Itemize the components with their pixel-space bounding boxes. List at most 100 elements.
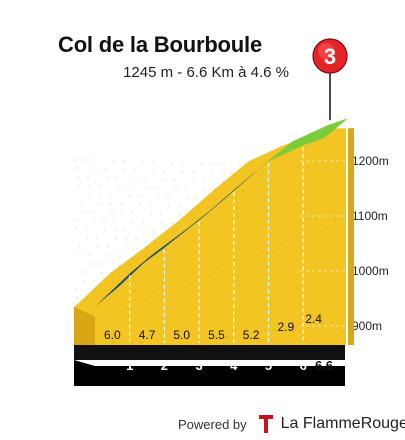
ground-texture-dot bbox=[327, 296, 329, 298]
ground-texture-dot bbox=[113, 160, 115, 162]
ground-texture-dot bbox=[195, 318, 197, 320]
ground-texture-dot bbox=[156, 187, 158, 189]
ground-texture-dot bbox=[139, 204, 141, 206]
ground-texture-dot bbox=[248, 225, 250, 227]
ground-texture-dot bbox=[137, 316, 139, 318]
ground-texture-dot bbox=[176, 257, 178, 259]
ground-texture-dot bbox=[200, 163, 202, 165]
brand-name-right: Rouge bbox=[360, 415, 405, 432]
ground-texture-dot bbox=[74, 159, 76, 161]
ground-texture-dot bbox=[203, 180, 205, 182]
ground-texture-dot bbox=[289, 304, 291, 306]
ground-texture-dot bbox=[119, 264, 121, 266]
distance-tick-label: 6 bbox=[300, 358, 307, 373]
ground-texture-dot bbox=[243, 190, 245, 192]
ground-texture-dot bbox=[112, 281, 114, 283]
ground-texture-dot bbox=[300, 183, 302, 185]
ground-texture-dot bbox=[183, 300, 185, 302]
ground-texture-dot bbox=[335, 288, 337, 290]
ground-texture-dot bbox=[186, 197, 188, 199]
ground-texture-dot bbox=[291, 252, 293, 254]
ground-texture-dot bbox=[78, 185, 80, 187]
elevation-tick-label: 1000m bbox=[352, 264, 389, 278]
distance-tick-label: 3 bbox=[195, 358, 202, 373]
ground-texture-dot bbox=[138, 325, 140, 327]
ground-texture-dot bbox=[193, 240, 195, 242]
ground-texture-dot bbox=[168, 265, 170, 267]
ground-texture-dot bbox=[187, 266, 189, 268]
ground-texture-dot bbox=[239, 164, 241, 166]
ground-texture-dot bbox=[297, 226, 299, 228]
ground-texture-dot bbox=[245, 268, 247, 270]
ground-texture-dot bbox=[123, 160, 125, 162]
ground-texture-dot bbox=[77, 176, 79, 178]
ground-texture-dot bbox=[172, 231, 174, 233]
ground-texture-dot bbox=[334, 219, 336, 221]
ground-texture-dot bbox=[94, 289, 96, 291]
ground-texture-dot bbox=[240, 233, 242, 235]
ground-texture-dot bbox=[181, 162, 183, 164]
ground-texture-dot bbox=[87, 306, 89, 308]
ground-texture-dot bbox=[206, 327, 208, 329]
ground-texture-dot bbox=[208, 215, 210, 217]
ground-texture-dot bbox=[89, 194, 91, 196]
ground-texture-dot bbox=[204, 189, 206, 191]
ground-texture-dot bbox=[130, 333, 132, 335]
ground-texture-dot bbox=[211, 232, 213, 234]
ground-texture-dot bbox=[154, 239, 156, 241]
ground-texture-dot bbox=[119, 324, 121, 326]
ground-texture-dot bbox=[288, 295, 290, 297]
ground-texture-dot bbox=[124, 169, 126, 171]
distance-tick-label: 6.6 bbox=[315, 358, 333, 373]
ground-texture-dot bbox=[311, 192, 313, 194]
ground-texture-dot bbox=[286, 217, 288, 219]
ground-texture-dot bbox=[162, 291, 164, 293]
ground-texture-dot bbox=[171, 162, 173, 164]
ground-texture-dot bbox=[197, 266, 199, 268]
ground-texture-dot bbox=[265, 208, 267, 210]
ground-texture-dot bbox=[98, 185, 100, 187]
ground-texture-dot bbox=[132, 221, 134, 223]
ground-texture-dot bbox=[189, 214, 191, 216]
ground-texture-dot bbox=[320, 313, 322, 315]
road-segment bbox=[268, 125, 328, 162]
ground-texture-dot bbox=[235, 328, 237, 330]
ground-texture-dot bbox=[216, 327, 218, 329]
ground-texture-dot bbox=[297, 166, 299, 168]
segment-gradient-label: 4.7 bbox=[139, 328, 156, 342]
ground-texture-dot bbox=[283, 260, 285, 262]
ground-texture-dot bbox=[319, 184, 321, 186]
ground-texture-dot bbox=[332, 331, 334, 333]
ground-texture-dot bbox=[290, 243, 292, 245]
ground-texture-dot bbox=[194, 309, 196, 311]
ground-texture-dot bbox=[145, 308, 147, 310]
ground-texture-dot bbox=[246, 337, 248, 339]
ground-texture-dot bbox=[153, 230, 155, 232]
ground-texture-dot bbox=[166, 317, 168, 319]
segment-gradient-label: 2.9 bbox=[277, 320, 294, 334]
climb-subtitle: 1245 m - 6.6 Km à 4.6 % bbox=[123, 64, 289, 81]
ground-texture-dot bbox=[159, 334, 161, 336]
ground-texture-dot bbox=[217, 336, 219, 338]
ground-texture-dot bbox=[90, 263, 92, 265]
ground-texture-dot bbox=[241, 242, 243, 244]
distance-tick-label: 1 bbox=[126, 358, 133, 373]
ground-texture-dot bbox=[336, 167, 338, 169]
ground-texture-dot bbox=[76, 297, 78, 299]
ground-texture-dot bbox=[188, 335, 190, 337]
distance-tick-label: 5 bbox=[265, 358, 272, 373]
ground-texture-dot bbox=[271, 312, 273, 314]
ground-texture-dot bbox=[299, 304, 301, 306]
ground-texture-dot bbox=[175, 248, 177, 250]
ground-texture-dot bbox=[274, 329, 276, 331]
profile-base bbox=[74, 360, 345, 386]
ground-texture-dot bbox=[232, 181, 234, 183]
ground-texture-dot bbox=[161, 282, 163, 284]
ground-texture-dot bbox=[201, 232, 203, 234]
ground-texture-dot bbox=[309, 244, 311, 246]
ground-texture-dot bbox=[110, 203, 112, 205]
ground-texture-dot bbox=[120, 203, 122, 205]
ground-texture-dot bbox=[304, 209, 306, 211]
ground-texture-dot bbox=[140, 273, 142, 275]
ground-texture-dot bbox=[253, 320, 255, 322]
